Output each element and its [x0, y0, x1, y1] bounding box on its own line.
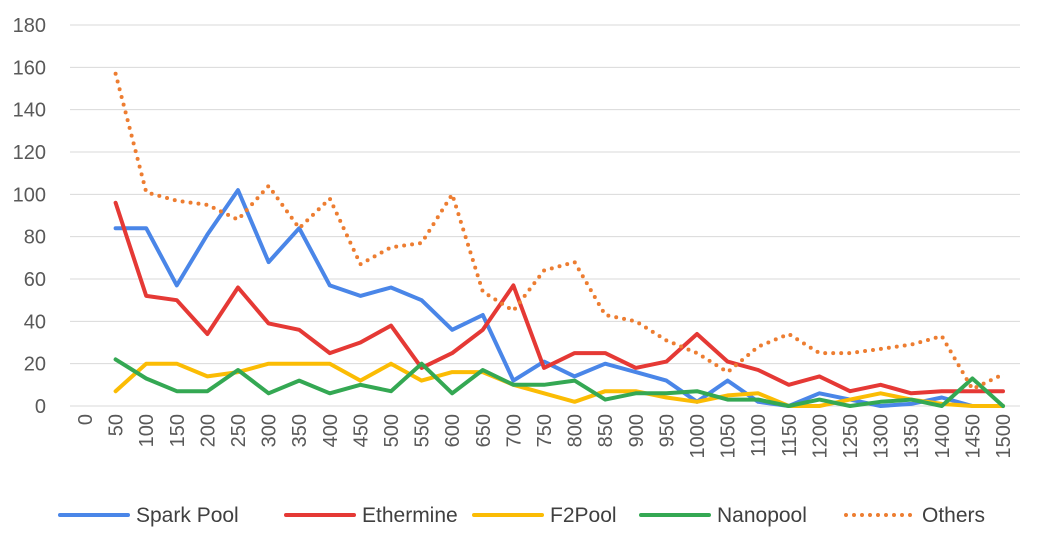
x-tick-label: 500 [381, 414, 403, 447]
legend: Spark Pool Ethermine F2Pool Nanopool Others [58, 504, 985, 527]
y-tick-label: 40 [24, 311, 46, 333]
gridlines [70, 24, 1020, 407]
x-tick-label: 550 [412, 414, 434, 447]
y-axis-ticks: 0 20 40 60 80 100 120 140 160 180 [13, 15, 46, 418]
legend-entry: Ethermine [284, 504, 458, 527]
y-tick-label: 180 [13, 15, 46, 37]
x-tick-label: 450 [350, 414, 372, 447]
x-tick-label: 800 [565, 414, 587, 447]
x-tick-label: 1200 [809, 414, 831, 459]
legend-label: Ethermine [362, 504, 458, 527]
legend-label: Nanopool [717, 504, 807, 527]
series-others [113, 71, 1005, 392]
series-line [113, 361, 1005, 408]
legend-entry: Others [844, 504, 985, 527]
x-tick-label: 250 [228, 414, 250, 447]
y-tick-label: 120 [13, 142, 46, 164]
x-tick-label: 400 [320, 414, 342, 447]
y-tick-label: 20 [24, 354, 46, 376]
legend-label: Others [922, 504, 985, 527]
x-tick-label: 1250 [840, 414, 862, 459]
series-nanopool [113, 357, 1005, 408]
x-tick-label: 1000 [687, 414, 709, 459]
series-ethermine [113, 200, 1005, 396]
x-tick-label: 0 [75, 414, 97, 425]
legend-entry: Nanopool [639, 504, 807, 527]
x-tick-label: 700 [503, 414, 525, 447]
x-tick-label: 300 [259, 414, 281, 447]
x-tick-label: 900 [626, 414, 648, 447]
y-tick-label: 100 [13, 184, 46, 206]
legend-label: F2Pool [550, 504, 617, 527]
x-tick-label: 950 [656, 414, 678, 447]
x-tick-label: 750 [534, 414, 556, 447]
legend-entry: F2Pool [472, 504, 617, 527]
legend-label: Spark Pool [136, 504, 239, 527]
legend-entry: Spark Pool [58, 504, 239, 527]
y-tick-label: 0 [35, 396, 46, 418]
x-tick-label: 1450 [962, 414, 984, 459]
x-tick-label: 650 [473, 414, 495, 447]
x-axis-ticks: 0 50 100 150 200 250 300 350 400 450 500 550 600 650 7… [75, 414, 1015, 459]
x-tick-label: 100 [136, 414, 158, 447]
x-tick-label: 1100 [748, 414, 770, 457]
series-line [113, 200, 1005, 396]
y-tick-label: 140 [13, 100, 46, 122]
x-tick-label: 200 [197, 414, 219, 447]
x-tick-label: 1300 [871, 414, 893, 459]
x-tick-label: 600 [442, 414, 464, 447]
series-lines [113, 71, 1005, 408]
x-tick-label: 350 [289, 414, 311, 447]
x-tick-label: 1500 [993, 414, 1015, 459]
series-line [113, 71, 1005, 392]
x-tick-label: 1350 [901, 414, 923, 459]
x-tick-label: 50 [106, 414, 128, 436]
y-tick-label: 60 [24, 269, 46, 291]
x-tick-label: 1400 [932, 414, 954, 459]
y-tick-label: 80 [24, 227, 46, 249]
x-tick-label: 1150 [779, 414, 801, 457]
y-tick-label: 160 [13, 57, 46, 79]
x-tick-label: 150 [167, 414, 189, 447]
series-line [113, 188, 1005, 408]
series-line [113, 357, 1005, 408]
x-tick-label: 1050 [718, 414, 740, 459]
x-tick-label: 850 [595, 414, 617, 447]
